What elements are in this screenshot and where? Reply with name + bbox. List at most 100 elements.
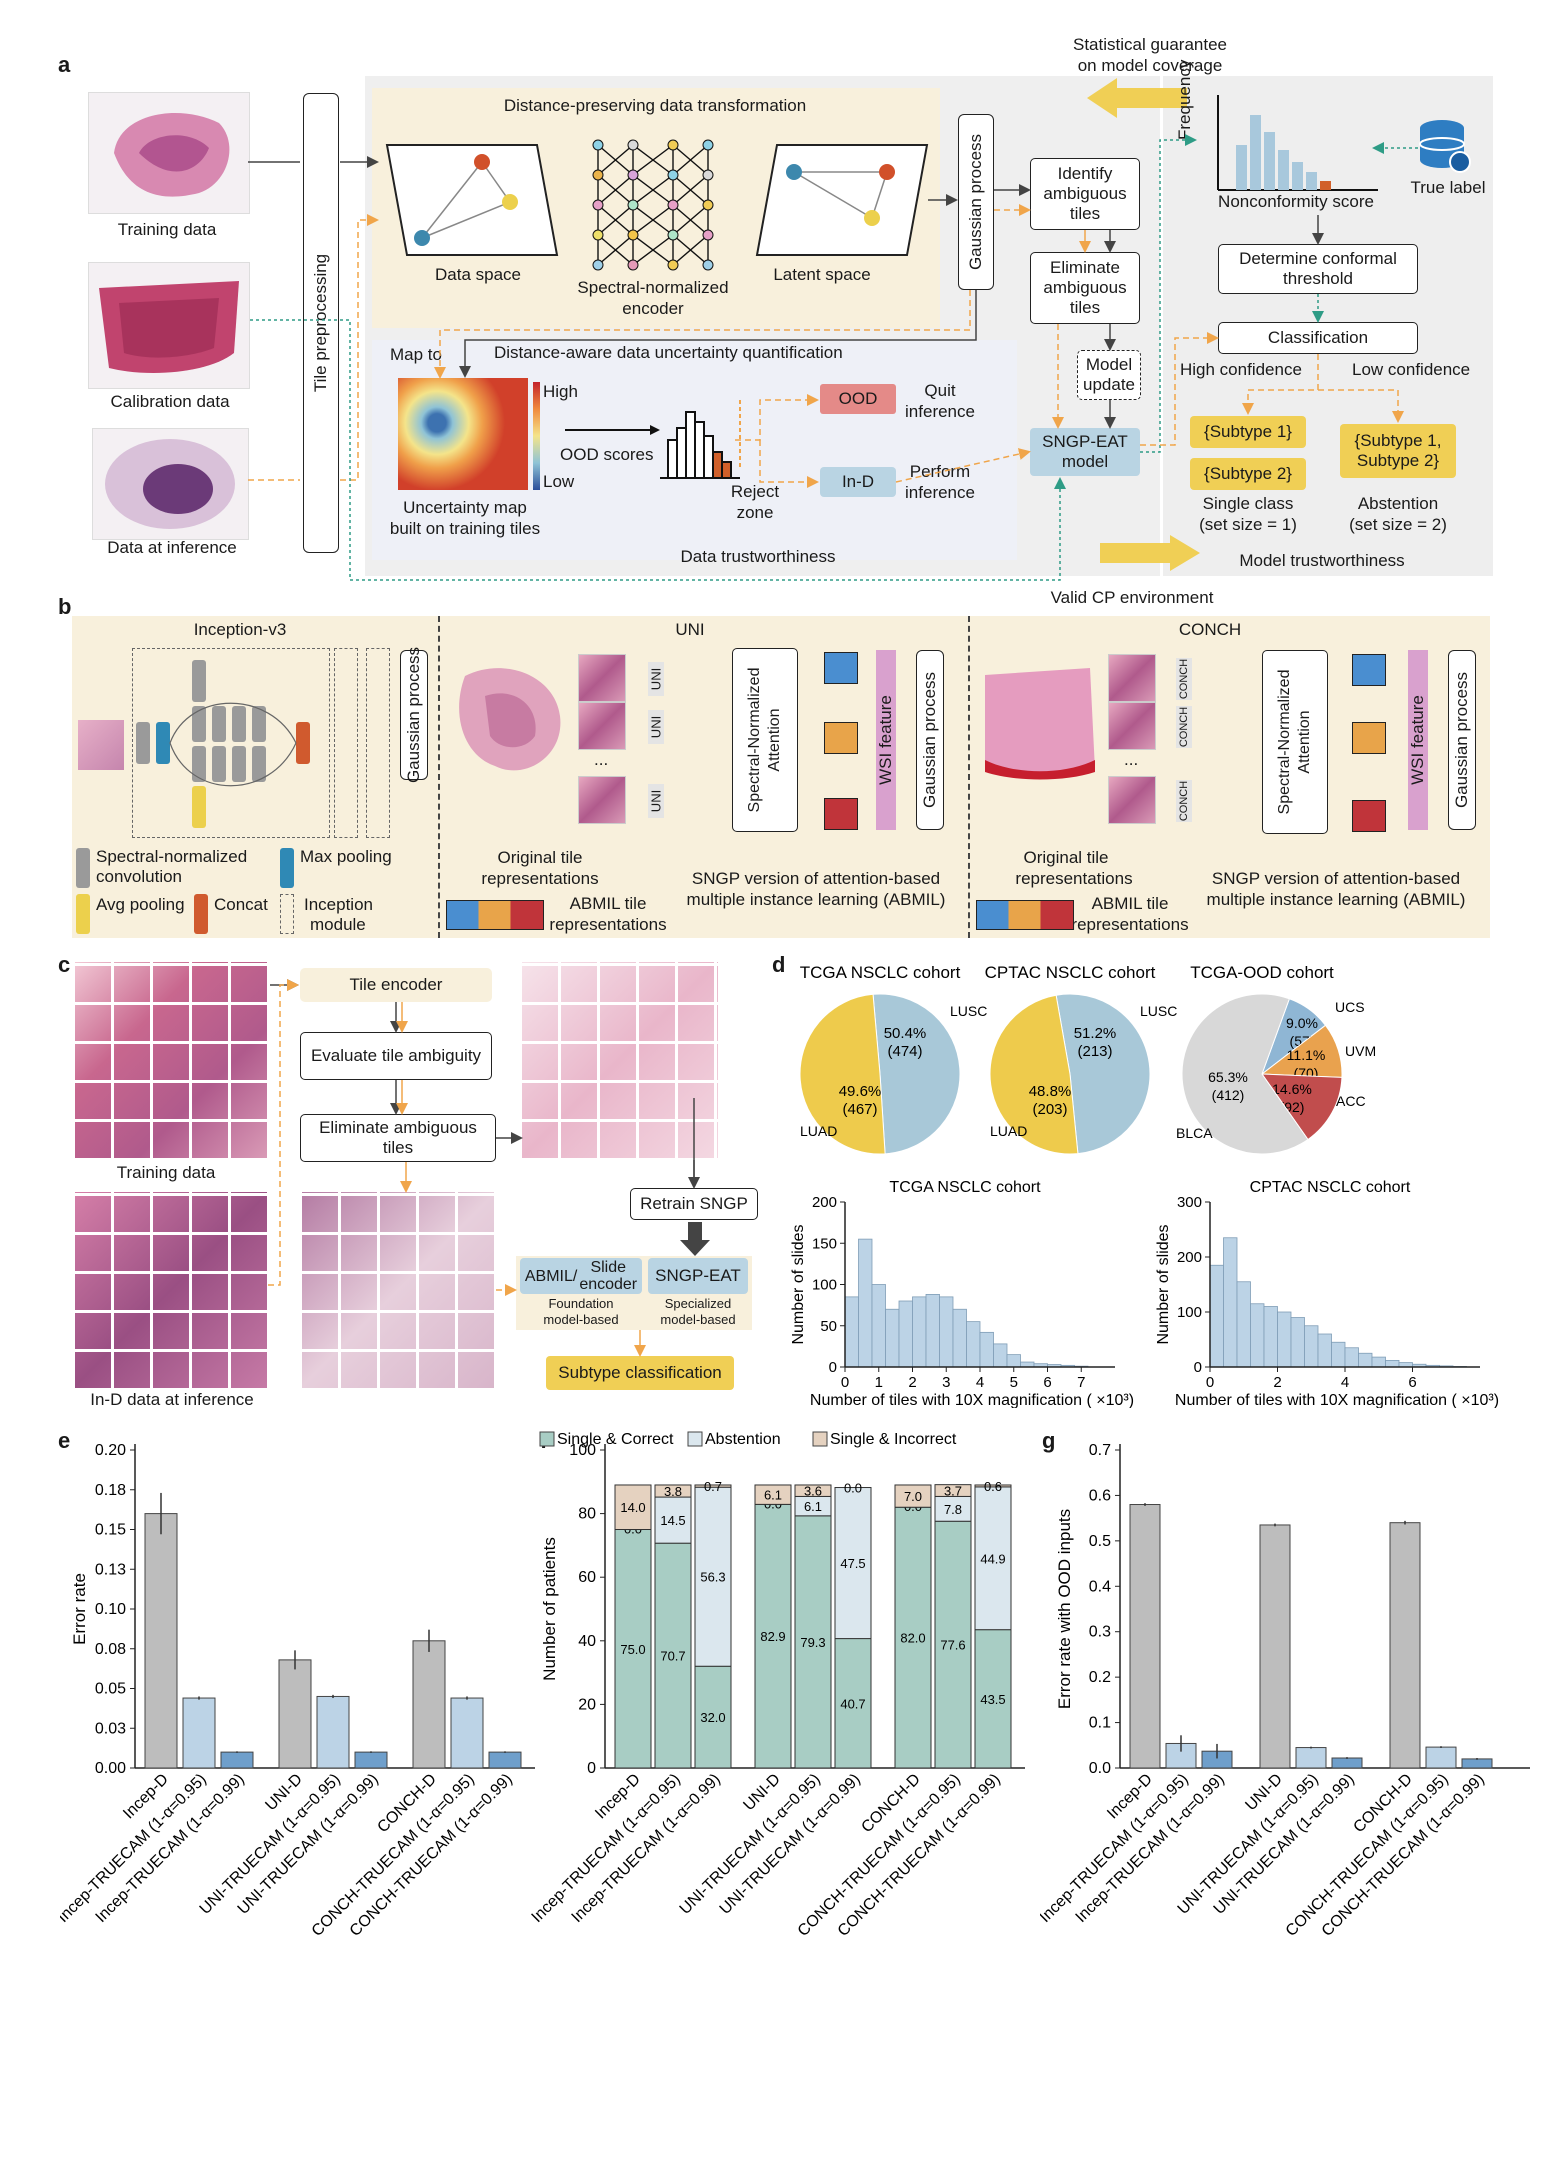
- uni-attention-box: Spectral-Normalized Attention: [732, 648, 798, 832]
- pie-slice-acc: [1261, 1073, 1343, 1141]
- specialized-2: model-based: [660, 1312, 736, 1327]
- legend-spectral-2: convolution: [96, 867, 183, 886]
- pie-slice-luad: [989, 994, 1079, 1155]
- training-data-label: Training data: [117, 220, 217, 239]
- category-label: CONCH-TRUECAM (1-α=0.95): [795, 1771, 964, 1940]
- ytick-label: 0.4: [1089, 1578, 1111, 1595]
- panel-label-b: b: [58, 594, 72, 619]
- inception-tile: [78, 720, 124, 770]
- stacked-bar-label: 14.0: [620, 1500, 645, 1515]
- legend-label: Single & Incorrect: [830, 1431, 957, 1448]
- training-data-c-label: Training data: [116, 1163, 216, 1182]
- conch-cube-blue: [1352, 654, 1386, 686]
- specialized-1: Specialized: [664, 1296, 732, 1311]
- data-at-inference-label: Data at inference: [107, 538, 237, 557]
- conch-attention-box: Spectral-Normalized Attention: [1262, 650, 1328, 834]
- stacked-bar-label: 77.6: [940, 1638, 965, 1653]
- stacked-bar-segment: [694, 1665, 732, 1769]
- determine-threshold-box: Determine conformal threshold: [1218, 244, 1418, 294]
- uncertainty-map: [398, 378, 528, 490]
- inference-tile-grid: [75, 1192, 267, 1388]
- training-slide: [88, 92, 250, 214]
- reject-zone-label-2: zone: [736, 503, 774, 522]
- ytick-label: 0.3: [1089, 1624, 1111, 1641]
- nonconformity-label: Nonconformity score: [1218, 192, 1374, 211]
- bar: [354, 1751, 388, 1769]
- hist-bar: [1304, 1325, 1319, 1368]
- foundation-2: model-based: [543, 1312, 619, 1327]
- hist-bar: [1223, 1237, 1238, 1368]
- ytick-label: 0.15: [95, 1522, 126, 1539]
- sngp-eat-c-box: SNGP-EAT: [648, 1258, 748, 1294]
- pie-count-lusc: (474): [887, 1043, 922, 1060]
- bar: [1295, 1747, 1327, 1769]
- panel-label-a: a: [58, 52, 71, 77]
- gaussian-process-label-b3: Gaussian process: [1452, 671, 1471, 809]
- pie-title-0: TCGA NSCLC cohort: [800, 963, 961, 982]
- bar: [450, 1697, 484, 1769]
- pie-pct-luad: 49.6%: [839, 1083, 882, 1100]
- stacked-bar-segment: [894, 1484, 932, 1508]
- hist-xtick-label: 4: [976, 1374, 984, 1391]
- uni-sngp-2: multiple instance learning (ABMIL): [686, 890, 946, 909]
- ind-badge: In-D: [820, 467, 896, 497]
- hist-bar: [871, 1284, 886, 1368]
- hist-bar: [1290, 1317, 1305, 1368]
- hist-xtick-label: 7: [1077, 1374, 1085, 1391]
- category-label: Incep-TRUECAM (1-α=0.99): [1073, 1771, 1228, 1926]
- uni-cube-orange: [824, 722, 858, 754]
- legend-max: Max pooling: [300, 847, 392, 866]
- category-label: CONCH-TRUECAM (1-α=0.99): [835, 1771, 1004, 1940]
- uni-slide: [445, 656, 570, 781]
- stacked-bar-segment: [934, 1495, 972, 1522]
- ytick-label: 0.08: [95, 1641, 126, 1658]
- uncertainty-quant-title: Distance-aware data uncertainty quantifi…: [494, 343, 843, 362]
- legend-label: Abstention: [705, 1431, 781, 1448]
- pie-pct-lusc: 50.4%: [884, 1025, 927, 1042]
- uni-abmil-1: ABMIL tile: [569, 894, 647, 913]
- latent-space-graphic: [755, 144, 929, 256]
- uni-wsi-feature: WSI feature: [876, 650, 896, 830]
- stacked-bar-label: 82.9: [760, 1629, 785, 1644]
- ood-histogram-graphic: [565, 411, 740, 479]
- hist-ylabel: Number of slides: [1155, 1224, 1172, 1344]
- bar: [220, 1751, 254, 1769]
- panel-label-e: e: [58, 1428, 71, 1453]
- ytick-label: 0.5: [1089, 1533, 1111, 1550]
- stacked-bar-label: 44.9: [980, 1551, 1005, 1566]
- stacked-bar-label: 0.6: [984, 1479, 1002, 1494]
- bar: [278, 1659, 312, 1769]
- hist-bar: [1250, 1303, 1265, 1368]
- stacked-bar-label: 82.0: [900, 1631, 925, 1646]
- legend-inception-1: Inception: [304, 895, 373, 914]
- pie-slice-lusc: [872, 993, 961, 1155]
- conch-tag-3: CONCH: [1176, 780, 1192, 822]
- inception-title: Inception-v3: [193, 620, 287, 639]
- conch-sngp-1: SNGP version of attention-based: [1211, 869, 1461, 888]
- identify-box: Identify ambiguous tiles: [1030, 158, 1140, 230]
- uncertainty-map-label-1: Uncertainty map: [403, 498, 527, 517]
- conch-original-1: Original tile: [1023, 848, 1109, 867]
- ytick-label: 0.13: [95, 1561, 126, 1578]
- hist-bar: [1317, 1333, 1332, 1368]
- uni-tile-2: [578, 702, 626, 750]
- true-label-label: True label: [1410, 178, 1486, 197]
- hist-bar: [1344, 1347, 1359, 1368]
- ytick-label: 0.18: [95, 1482, 126, 1499]
- stacked-bar-segment: [614, 1529, 652, 1769]
- hist-xtick-label: 6: [1408, 1374, 1416, 1391]
- pie-label-luad: LUAD: [990, 1123, 1027, 1139]
- hist-xtick-label: 0: [841, 1374, 849, 1391]
- stacked-bar-segment: [834, 1487, 872, 1640]
- stacked-bar-label: 7.8: [944, 1502, 962, 1517]
- pie-title-1: CPTAC NSCLC cohort: [985, 963, 1156, 982]
- conch-tag-2: CONCH: [1176, 706, 1192, 748]
- eliminate-box: Eliminate ambiguous tiles: [1030, 252, 1140, 324]
- hist-xtick-label: 4: [1341, 1374, 1349, 1391]
- stacked-bar-label: 0.0: [844, 1481, 862, 1496]
- subtype-classification-box: Subtype classification: [546, 1356, 734, 1390]
- ytick-label: 0.20: [95, 1442, 126, 1459]
- uni-abmil-cubes: [446, 900, 544, 930]
- tile-preprocessing-box: Tile preprocessing: [303, 93, 339, 553]
- hist-bar: [858, 1238, 873, 1368]
